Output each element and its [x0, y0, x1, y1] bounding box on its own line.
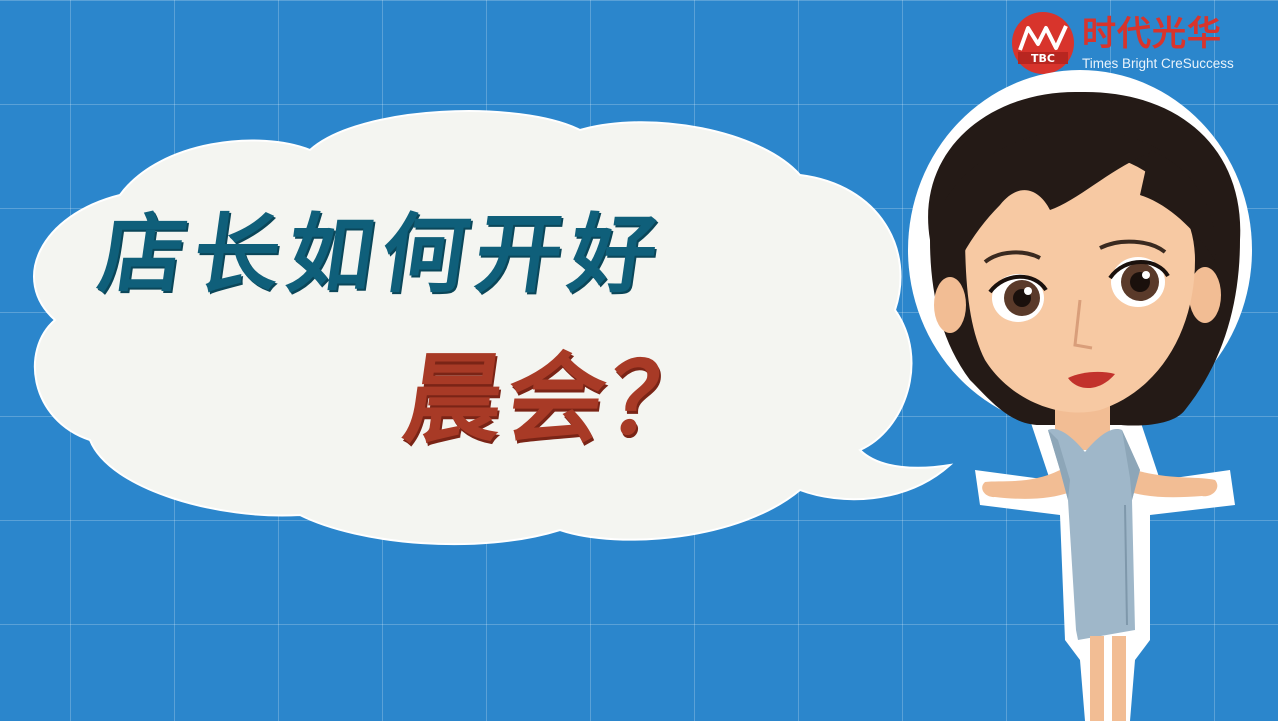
logo-mark-text: TBC [1031, 52, 1055, 65]
headline-line-1: 店长如何开好 [92, 205, 672, 305]
brand-logo: TBC 时代光华 Times Bright CreSuccess [1010, 10, 1272, 76]
cartoon-woman-illustration [908, 70, 1252, 721]
tbc-logo-icon: TBC [1012, 12, 1074, 74]
headline-line-2: 晨会？ [396, 343, 720, 457]
brand-name-en: Times Bright CreSuccess [1082, 56, 1234, 71]
brand-name-cn: 时代光华 [1082, 14, 1222, 54]
